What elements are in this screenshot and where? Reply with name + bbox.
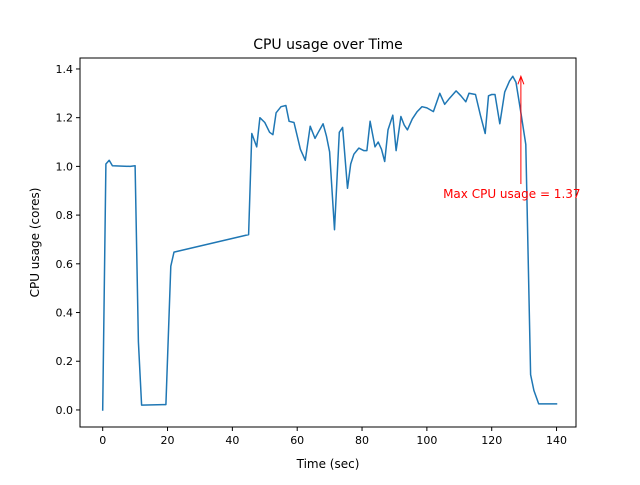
x-tick-label: 20 [161,434,175,447]
y-tick-label: 1.0 [56,160,74,173]
y-tick-label: 1.4 [56,63,74,76]
axes-frame [79,57,577,428]
y-tick-label: 0.2 [56,355,74,368]
x-tick-label: 40 [225,434,239,447]
cpu-usage-series-line [101,75,558,411]
y-tick-label: 1.2 [56,112,74,125]
x-tick-label: 100 [416,434,437,447]
x-tick-label: 0 [99,434,106,447]
x-axis-label: Time (sec) [296,457,360,471]
y-tick-label: 0.0 [56,404,74,417]
x-tick-label: 140 [546,434,567,447]
x-tick-label: 60 [290,434,304,447]
chart-title: CPU usage over Time [253,37,403,53]
y-tick-label: 0.4 [56,307,74,320]
y-tick-label: 0.6 [56,258,74,271]
y-tick-label: 0.8 [56,209,74,222]
annotation: Max CPU usage = 1.37 [443,74,581,201]
x-tick-label: 80 [355,434,369,447]
x-axis: 0 20 40 60 80 100 120 140 [99,427,567,447]
plot-area [101,75,558,411]
y-axis-label: CPU usage (cores) [28,188,42,298]
annotation-arrow-head [517,74,525,85]
annotation-label: Max CPU usage = 1.37 [443,187,580,201]
y-axis: 0.0 0.2 0.4 0.6 0.8 1.0 1.2 1.4 [56,63,80,417]
x-tick-label: 120 [481,434,502,447]
